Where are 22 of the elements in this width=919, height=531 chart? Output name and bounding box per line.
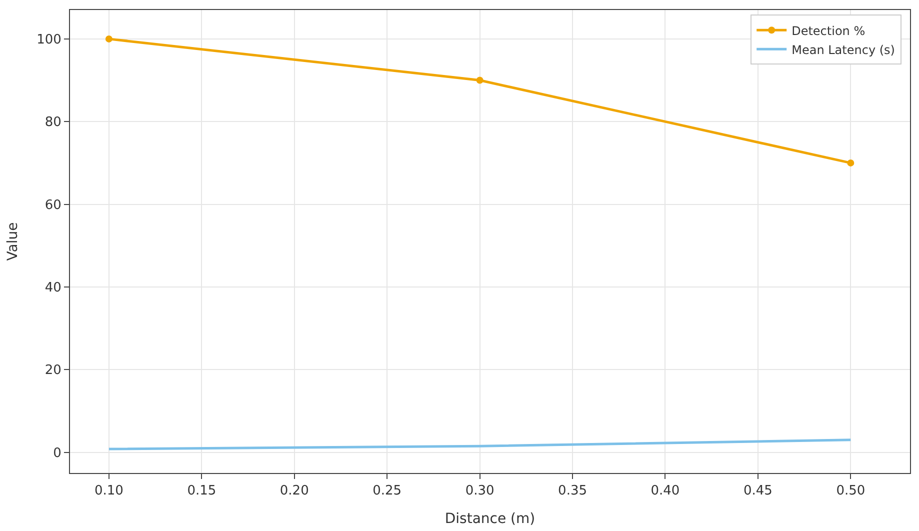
y-axis-title: Value [5,222,22,261]
y-tick-label: 60 [44,198,62,213]
x-tick-label: 0.25 [372,484,402,499]
x-tick-label: 0.40 [650,484,680,499]
point [476,76,484,84]
point [105,35,112,42]
x-tick-label: 0.10 [94,484,124,499]
y-tick-label: 40 [44,280,62,296]
y-tick-label: 20 [44,363,62,378]
x-axis-title: Distance (m) [444,510,536,527]
y-tick-label: 80 [44,115,62,130]
y-tick-label: 100 [36,32,62,48]
legend-label: Detection % [792,24,866,38]
x-tick-label: 0.30 [465,484,494,499]
x-tick-label: 0.20 [280,484,309,499]
x-tick-label: 0.35 [558,484,587,499]
x-tick-label: 0.50 [836,484,866,499]
legend-label: Mean Latency (s) [792,42,895,57]
point [847,159,854,166]
y-tick-label: 0 [53,446,62,461]
x-tick-label: 0.15 [187,484,216,499]
x-tick-label: 0.45 [743,484,772,499]
